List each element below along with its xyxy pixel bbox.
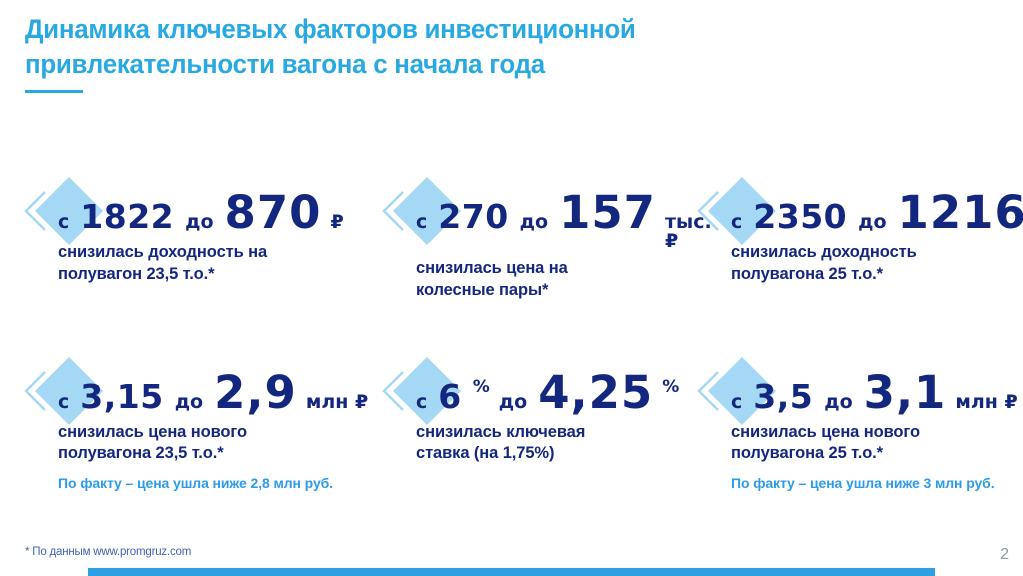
stat-prefix: с xyxy=(58,211,70,233)
slide-header: Динамика ключевых факторов инвестиционно… xyxy=(25,12,885,94)
stat-to-word: до xyxy=(498,390,528,413)
diamond-icon xyxy=(697,177,776,245)
stat-to-value: 1216 xyxy=(897,186,1023,239)
page-title: Динамика ключевых факторов инвестиционно… xyxy=(25,14,636,79)
page-number: 2 xyxy=(1000,546,1009,563)
stat-card-income-23-5: с 1822 до 870 ₽ снизилась доходность на … xyxy=(24,176,390,302)
stat-card-new-price-25: с 3,5 до 3,1 млн ₽ снизилась цена нового… xyxy=(697,356,1023,492)
stat-prefix: с xyxy=(416,211,428,233)
stat-description: снизилась цена нового полувагона 25 т.о.… xyxy=(731,422,920,463)
percent-icon: % xyxy=(472,376,490,397)
diamond-icon xyxy=(24,356,103,425)
stat-description: снизилась ключевая ставка (на 1,75%) xyxy=(416,422,586,463)
title-underline xyxy=(25,90,83,94)
stat-to-value: 2,9 xyxy=(214,365,297,419)
stat-card-new-price-23-5: с 3,15 до 2,9 млн ₽ снизилась цена новог… xyxy=(24,356,390,492)
stat-from-value: 270 xyxy=(438,197,509,236)
stat-from-value: 3,15 xyxy=(80,376,164,416)
stat-card-wheelset-price: с 270 до 157 тыс. ₽ снизилась цена на ко… xyxy=(382,176,712,302)
diamond-icon xyxy=(382,356,461,425)
stat-unit: млн ₽ xyxy=(305,390,369,413)
stat-unit: млн ₽ xyxy=(955,390,1018,413)
diamond-icon xyxy=(382,177,461,245)
stat-from-value: 2350 xyxy=(753,197,848,236)
stat-description: снизилась доходность полувагона 25 т.о.* xyxy=(731,243,917,283)
stat-to-value: 4,25 xyxy=(538,365,654,419)
stat-to-value: 3,1 xyxy=(863,365,947,419)
stat-to-value: 157 xyxy=(559,186,656,239)
stat-prefix: с xyxy=(416,390,428,413)
stat-to-word: до xyxy=(185,211,214,233)
stat-description: снизилась цена на колесные пары* xyxy=(416,259,568,299)
stat-cards-grid: с 1822 до 870 ₽ снизилась доходность на … xyxy=(24,176,1023,492)
stat-line: с 270 до 157 тыс. ₽ xyxy=(416,176,712,251)
stat-line: с 3,15 до 2,9 млн ₽ xyxy=(58,356,390,415)
stat-prefix: с xyxy=(58,390,70,413)
stat-card-key-rate: с 6 % до 4,25 % снизилась ключевая ставк… xyxy=(382,356,705,492)
stat-to-word: до xyxy=(824,390,853,413)
stat-line: с 6 % до 4,25 % xyxy=(416,356,705,415)
stat-to-value: 870 xyxy=(224,186,322,239)
stat-unit: тыс. ₽ xyxy=(665,211,712,252)
stat-to-word: до xyxy=(519,211,549,233)
diamond-icon xyxy=(697,356,776,425)
diamond-icon xyxy=(24,177,103,245)
stat-prefix: с xyxy=(731,390,743,413)
stat-line: с 1822 до 870 ₽ xyxy=(58,176,390,235)
stat-card-income-25: с 2350 до 1216 ₽ снизилась доходность по… xyxy=(697,176,1023,302)
stat-to-word: до xyxy=(174,390,204,413)
stat-line: с 2350 до 1216 ₽ xyxy=(731,176,1023,235)
bottom-accent-bar xyxy=(88,568,935,576)
stat-unit: ₽ xyxy=(330,211,344,233)
stat-note: По факту – цена ушла ниже 3 млн руб. xyxy=(731,475,995,492)
stat-note: По факту – цена ушла ниже 2,8 млн руб. xyxy=(58,475,333,492)
source-note: * По данным www.promgruz.com xyxy=(25,546,192,558)
stat-from-value: 3,5 xyxy=(753,376,814,416)
stat-from-value: 1822 xyxy=(80,197,175,236)
stat-prefix: с xyxy=(731,211,743,233)
stat-to-word: до xyxy=(858,211,887,233)
stat-from-value: 6 xyxy=(438,376,462,416)
stat-description: снизилась доходность на полувагон 23,5 т… xyxy=(58,243,268,283)
stat-line: с 3,5 до 3,1 млн ₽ xyxy=(731,356,1023,415)
stat-description: снизилась цена нового полувагона 23,5 т.… xyxy=(58,422,247,463)
percent-icon: % xyxy=(662,376,680,397)
